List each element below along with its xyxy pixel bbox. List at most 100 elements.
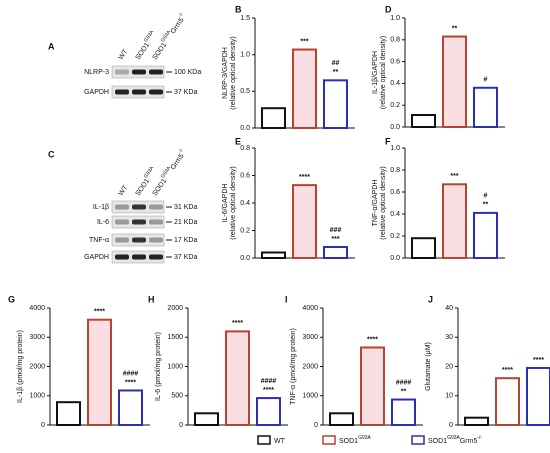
panel-letter: I <box>285 294 288 304</box>
column-label-part: SOD1 <box>151 177 168 197</box>
significance: #### <box>261 378 277 385</box>
column-label-part: SOD1 <box>134 177 151 197</box>
panel-letter: F <box>385 136 391 146</box>
bar <box>323 79 348 130</box>
blot-band <box>132 89 146 95</box>
y-tick-label: 20 <box>445 363 453 370</box>
blot-band <box>115 89 129 95</box>
row-label: GAPDH <box>84 254 109 261</box>
column-label: WT <box>117 184 129 198</box>
y-tick-label: 1000 <box>29 393 45 400</box>
column-label: SOD1G93AGrm5-/- <box>149 147 188 197</box>
y-tick-label: 4000 <box>302 305 318 312</box>
significance: *** <box>300 38 308 45</box>
y-tick-label: 1.0 <box>240 52 250 59</box>
y-tick-label: 0.5 <box>240 88 250 95</box>
y-tick-label: 1000 <box>302 393 318 400</box>
significance: **** <box>502 367 513 374</box>
blot-band <box>149 254 163 260</box>
legend-swatch <box>322 435 336 445</box>
panel-letter: E <box>235 136 241 146</box>
blot-band <box>115 237 129 243</box>
row-label: IL-1β <box>93 204 109 211</box>
significance: **** <box>299 174 310 181</box>
y-tick-label: 0.4 <box>240 200 250 207</box>
bar <box>261 107 286 129</box>
y-tick-label: 3000 <box>29 334 45 341</box>
significance: **** <box>94 309 105 316</box>
significance: ** <box>401 388 407 395</box>
bar <box>360 346 385 426</box>
size-label: 100 KDa <box>174 69 201 76</box>
blot-band <box>132 237 146 243</box>
legend-label-part: G93A <box>447 435 460 441</box>
panel-letter: H <box>148 294 155 304</box>
bar <box>56 401 81 426</box>
significance: **** <box>533 357 544 364</box>
y-tick-label: 10 <box>445 393 453 400</box>
bar <box>442 35 467 128</box>
legend-swatch <box>257 435 271 445</box>
bar <box>194 412 219 426</box>
column-label: WT <box>117 48 129 62</box>
y-tick-label: 0.6 <box>390 189 400 196</box>
y-tick-label: 0.2 <box>390 102 400 109</box>
size-label: 31 KDa <box>174 204 197 211</box>
size-label: 37 KDa <box>174 254 197 261</box>
y-axis-label: TNF-α/GAPDH <box>372 180 379 227</box>
y-tick-label: 0.6 <box>390 58 400 65</box>
bar <box>473 86 498 129</box>
y-tick-label: 0.4 <box>390 211 400 218</box>
bar <box>411 237 436 259</box>
legend-label-part: Grm5 <box>460 438 478 445</box>
blot-band <box>149 89 163 95</box>
y-axis-label: (relative optical density) <box>380 36 387 110</box>
bar <box>87 318 112 427</box>
y-tick-label: 0.0 <box>240 125 250 132</box>
y-tick-label: 0.4 <box>390 80 400 87</box>
significance: #### <box>396 379 412 386</box>
y-tick-label: 2000 <box>29 363 45 370</box>
row-label: IL-6 <box>97 219 109 226</box>
legend-label: WT <box>274 438 286 445</box>
column-label-part: WT <box>117 48 129 62</box>
y-tick-label: 2000 <box>167 305 183 312</box>
bar <box>292 184 317 259</box>
y-tick-label: 0.8 <box>240 145 250 152</box>
blot-band <box>132 69 146 75</box>
blot-band <box>132 219 146 225</box>
row-label: NLRP-3 <box>84 69 109 76</box>
blot-band <box>149 204 163 210</box>
bar <box>118 389 143 426</box>
y-tick-label: 0 <box>179 422 183 429</box>
legend-label-part: -/- <box>477 435 482 441</box>
significance: ## <box>332 60 340 67</box>
y-tick-label: 0.2 <box>240 227 250 234</box>
significance: **** <box>263 387 274 394</box>
blot-band <box>132 254 146 260</box>
y-tick-label: 0.0 <box>390 124 400 131</box>
significance: *** <box>450 173 458 180</box>
y-axis-label: (relative optical density) <box>230 166 237 240</box>
y-axis-label: IL-1β/GAPDH <box>372 51 379 94</box>
y-tick-label: 0 <box>314 422 318 429</box>
blot-band <box>149 69 163 75</box>
y-tick-label: 0 <box>41 422 45 429</box>
y-tick-label: 0.2 <box>390 233 400 240</box>
column-label-part: G93A <box>143 29 156 43</box>
significance: ** <box>452 25 458 32</box>
blot-band <box>132 204 146 210</box>
y-tick-label: 3000 <box>302 334 318 341</box>
significance: # <box>484 77 488 84</box>
column-label-part: Grm5 <box>170 153 186 171</box>
blot-band <box>149 219 163 225</box>
bar <box>526 366 550 426</box>
significance: ** <box>333 69 339 76</box>
y-tick-label: 0.0 <box>240 255 250 262</box>
y-tick-label: 30 <box>445 334 453 341</box>
significance: #### <box>123 370 139 377</box>
column-label: SOD1G93AGrm5-/- <box>149 11 188 61</box>
significance: ### <box>330 227 342 234</box>
panel-letter: A <box>48 41 55 51</box>
size-label: 17 KDa <box>174 237 197 244</box>
